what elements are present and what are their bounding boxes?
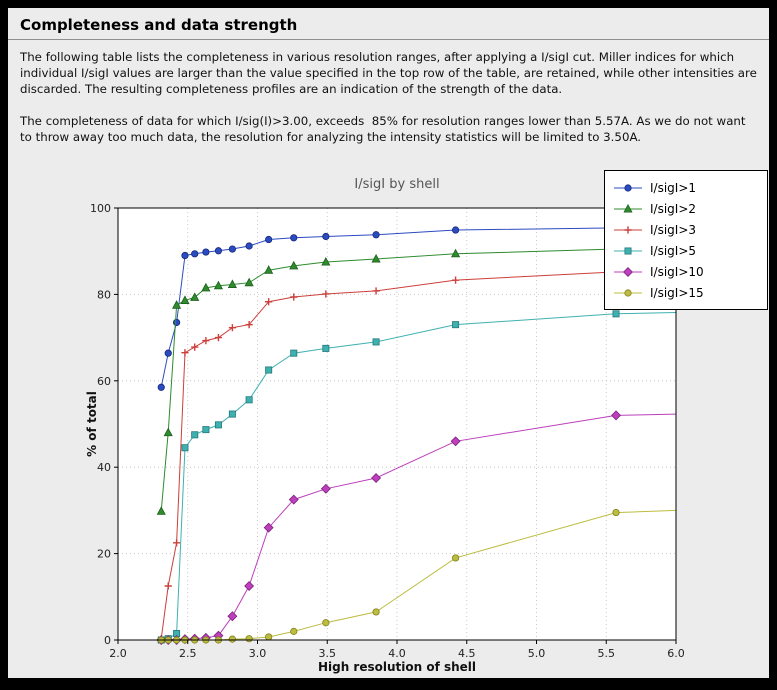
chart-title: I/sigI by shell [354,177,439,192]
x-tick-label: 2.5 [179,647,197,660]
y-tick-label: 80 [97,288,111,301]
legend-item: I/sigI>5 [613,240,759,261]
legend-item-label: I/sigI>10 [650,264,704,279]
completeness-chart: 2.0 2.5 3.0 3.5 4.0 4.5 5.0 5.5 6.0 0 20 40 60 80 100 I… [85,177,685,674]
y-axis-label: % of total [85,391,99,457]
x-tick-label: 3.0 [249,647,267,660]
description-paragraph-1: The following table lists the completene… [20,50,761,96]
legend-marker-icon [614,183,642,192]
x-tick-label: 5.0 [528,647,546,660]
legend-item-label: I/sigI>15 [650,285,704,300]
page-title: Completeness and data strength [20,16,298,34]
y-tick-label: 100 [90,202,111,215]
legend-item-label: I/sigI>5 [650,243,697,258]
legend-marker-icon [614,203,642,213]
legend-item-label: I/sigI>1 [650,180,697,195]
legend-marker-icon [614,266,642,277]
y-tick-label: 40 [97,461,111,474]
title-divider [8,39,769,40]
x-axis-label: High resolution of shell [318,660,476,674]
legend-item: I/sigI>3 [613,219,759,240]
x-tick-label: 2.0 [109,647,127,660]
description-paragraph-2: The completeness of data for which I/sig… [20,114,750,144]
x-tick-label: 6.0 [667,647,685,660]
chart-legend: I/sigI>1 I/sigI>2 I/sigI>3 I/sigI>5 I/sigI>1… [604,170,768,310]
legend-item-label: I/sigI>3 [650,222,697,237]
x-tick-label: 3.5 [319,647,337,660]
x-tick-label: 4.5 [458,647,476,660]
x-tick-label: 5.5 [598,647,616,660]
legend-item: I/sigI>2 [613,198,759,219]
report-panel: Completeness and data strength The follo… [8,8,769,678]
legend-marker-icon [614,247,642,254]
series-I/sigI>5 [157,310,677,644]
legend-item: I/sigI>15 [613,282,759,303]
legend-item: I/sigI>10 [613,261,759,282]
y-tick-label: 0 [104,634,111,647]
y-tick-label: 60 [97,375,111,388]
legend-item-label: I/sigI>2 [650,201,697,216]
legend-item: I/sigI>1 [613,177,759,198]
legend-marker-icon [614,288,642,297]
legend-marker-icon [614,225,642,234]
y-tick-label: 20 [97,548,111,561]
x-tick-label: 4.0 [388,647,406,660]
